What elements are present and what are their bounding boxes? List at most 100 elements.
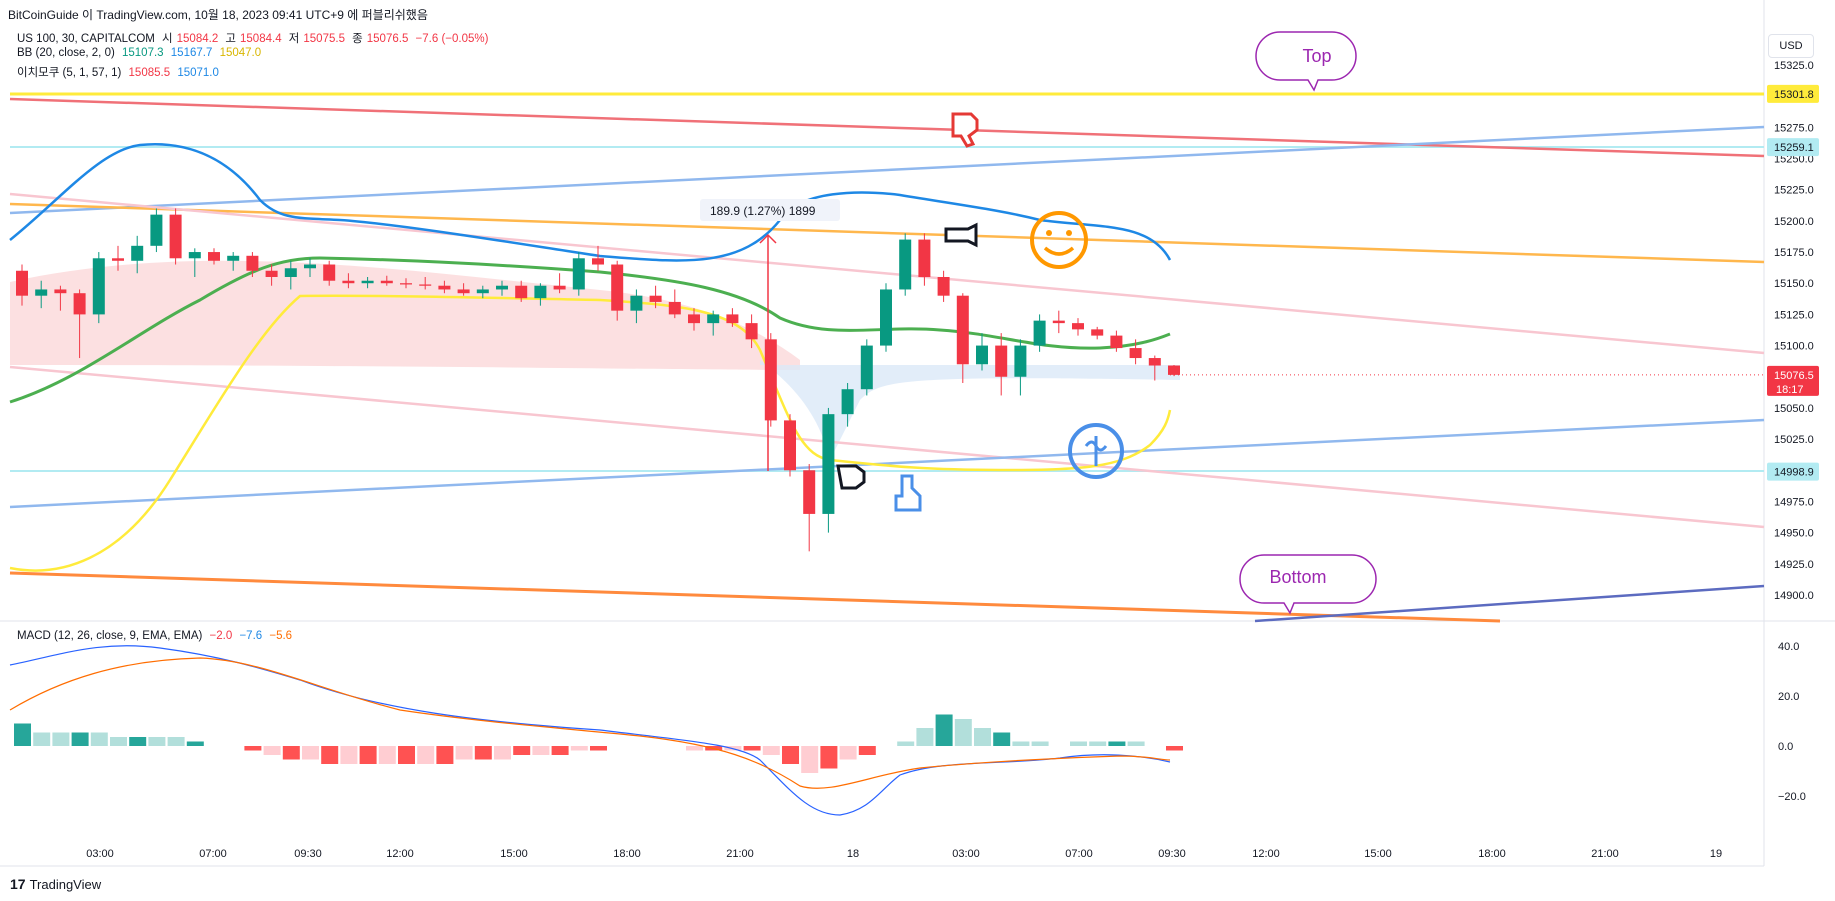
mid-level-tag: 15259.1	[1774, 142, 1814, 154]
macd-histogram-bar	[1070, 741, 1087, 746]
candle-body	[92, 258, 105, 315]
candle-body	[976, 345, 988, 365]
candle-body	[784, 420, 796, 471]
low-level-tag: 14998.9	[1774, 467, 1814, 479]
time-tick-label: 18:00	[613, 848, 641, 860]
candle-body	[246, 255, 259, 271]
pink-trendline-upper	[9, 192, 1765, 355]
macd-histogram-bar	[839, 746, 857, 760]
time-tick-label: 07:00	[199, 848, 227, 860]
measure-arrow	[759, 233, 777, 244]
macd-histogram-bar	[1089, 741, 1107, 746]
bb-upper-line	[9, 143, 1172, 262]
candle-body	[361, 280, 374, 284]
macd-tick-label: 40.0	[1778, 641, 1799, 653]
candle-body	[227, 255, 240, 261]
candle-body	[208, 252, 220, 261]
time-tick-label: 19	[1710, 848, 1722, 860]
symbol-legend: US 100, 30, CAPITALCOM 시 15084.2 고 15084.4…	[17, 30, 492, 46]
candle-body	[956, 295, 969, 365]
pointing-down-hand-icon	[951, 112, 979, 148]
candle-body	[880, 289, 892, 346]
macd-histogram-bar	[1127, 741, 1145, 746]
change-value: −7.6 (−0.05%)	[415, 33, 489, 45]
price-tick-label: 15175.0	[1774, 247, 1814, 259]
time-tick-label: 18	[847, 848, 859, 860]
countdown-label: 18:17	[1776, 384, 1804, 396]
candle-body	[342, 280, 355, 284]
macd-legend: MACD (12, 26, close, 9, EMA, EMA) −2.0 −…	[17, 630, 296, 642]
low-level-tag-box	[1767, 462, 1819, 481]
macd-histogram-bar	[1108, 741, 1126, 746]
symbol-name[interactable]: US 100, 30, CAPITALCOM	[17, 33, 155, 45]
mid-level-tag-box	[1767, 138, 1819, 157]
navy-trendline	[1254, 584, 1765, 623]
candle-body	[35, 289, 48, 296]
macd-histogram-bar	[897, 741, 915, 746]
ichi-a-value: 15085.5	[128, 67, 171, 79]
time-tick-label: 03:00	[86, 848, 114, 860]
high-label: 고	[225, 33, 237, 45]
bb-label[interactable]: BB (20, close, 2, 0)	[17, 47, 115, 59]
candle-body	[188, 252, 201, 259]
macd-histogram-bar	[321, 746, 339, 764]
orange-bottom-trendline	[9, 571, 1501, 623]
macd-line	[9, 645, 1171, 816]
candle-body	[534, 285, 547, 299]
orange-trendline	[9, 202, 1765, 264]
candle-body	[54, 289, 67, 294]
bottom-bubble[interactable]: Bottom	[1239, 554, 1377, 615]
macd-histogram-bar	[1031, 741, 1049, 746]
candle-body	[380, 280, 393, 284]
macd-histogram-bar	[340, 746, 358, 764]
currency-button[interactable]: USD	[1768, 34, 1814, 58]
time-tick-label: 09:30	[1158, 848, 1186, 860]
macd-histogram-bar	[782, 746, 799, 764]
macd-histogram-bar	[762, 746, 780, 755]
macd-histogram-bar	[551, 746, 569, 755]
macd-histogram-bar	[14, 723, 31, 746]
candle-body	[438, 285, 451, 290]
candle-body	[726, 314, 739, 324]
macd-histogram-bar	[532, 746, 550, 755]
candle-body	[592, 258, 604, 265]
candle-body	[169, 214, 182, 259]
macd-histogram-bar	[1012, 741, 1030, 746]
tradingview-branding[interactable]: 17 TradingView	[10, 876, 102, 892]
blue-trendline-upper	[9, 125, 1765, 215]
time-tick-label: 15:00	[500, 848, 528, 860]
macd-label[interactable]: MACD (12, 26, close, 9, EMA, EMA)	[17, 630, 203, 642]
macd-histogram-bar	[110, 737, 127, 746]
low-label: 저	[288, 33, 300, 45]
macd-signal-line	[9, 657, 1171, 789]
candle-body	[611, 264, 624, 311]
macd-histogram-bar	[820, 746, 838, 769]
low-value: 15075.5	[303, 33, 345, 45]
ichimoku-label[interactable]: 이치모쿠 (5, 1, 57, 1)	[17, 67, 122, 79]
pointing-hand-icon	[836, 464, 866, 490]
price-tick-label: 15050.0	[1774, 403, 1814, 415]
ichi-b-value: 15071.0	[177, 67, 219, 79]
macd-histogram-bar	[148, 737, 166, 746]
macd-histogram-bar	[90, 732, 108, 746]
macd-histogram-bar	[494, 746, 511, 760]
top-bubble[interactable]: Top	[1255, 31, 1357, 92]
time-tick-label: 09:30	[294, 848, 322, 860]
bottom-bubble-text: Bottom	[1269, 567, 1326, 587]
macd-histogram-bar	[244, 746, 262, 751]
measure-label-box	[700, 199, 840, 221]
ichimoku-cloud-red	[10, 260, 800, 370]
candle-body	[496, 285, 508, 290]
macd-histogram-bar	[743, 746, 761, 751]
macd-histogram-bar	[302, 746, 319, 760]
candle-body	[265, 270, 278, 277]
candle-body	[476, 289, 489, 294]
time-tick-label: 18:00	[1478, 848, 1506, 860]
time-tick-label: 12:00	[1252, 848, 1280, 860]
candle-body	[150, 214, 163, 246]
macd-histogram-bar	[167, 737, 185, 746]
candle-body	[1072, 323, 1084, 330]
macd-histogram-bar	[513, 746, 531, 755]
candle-body	[323, 264, 336, 281]
